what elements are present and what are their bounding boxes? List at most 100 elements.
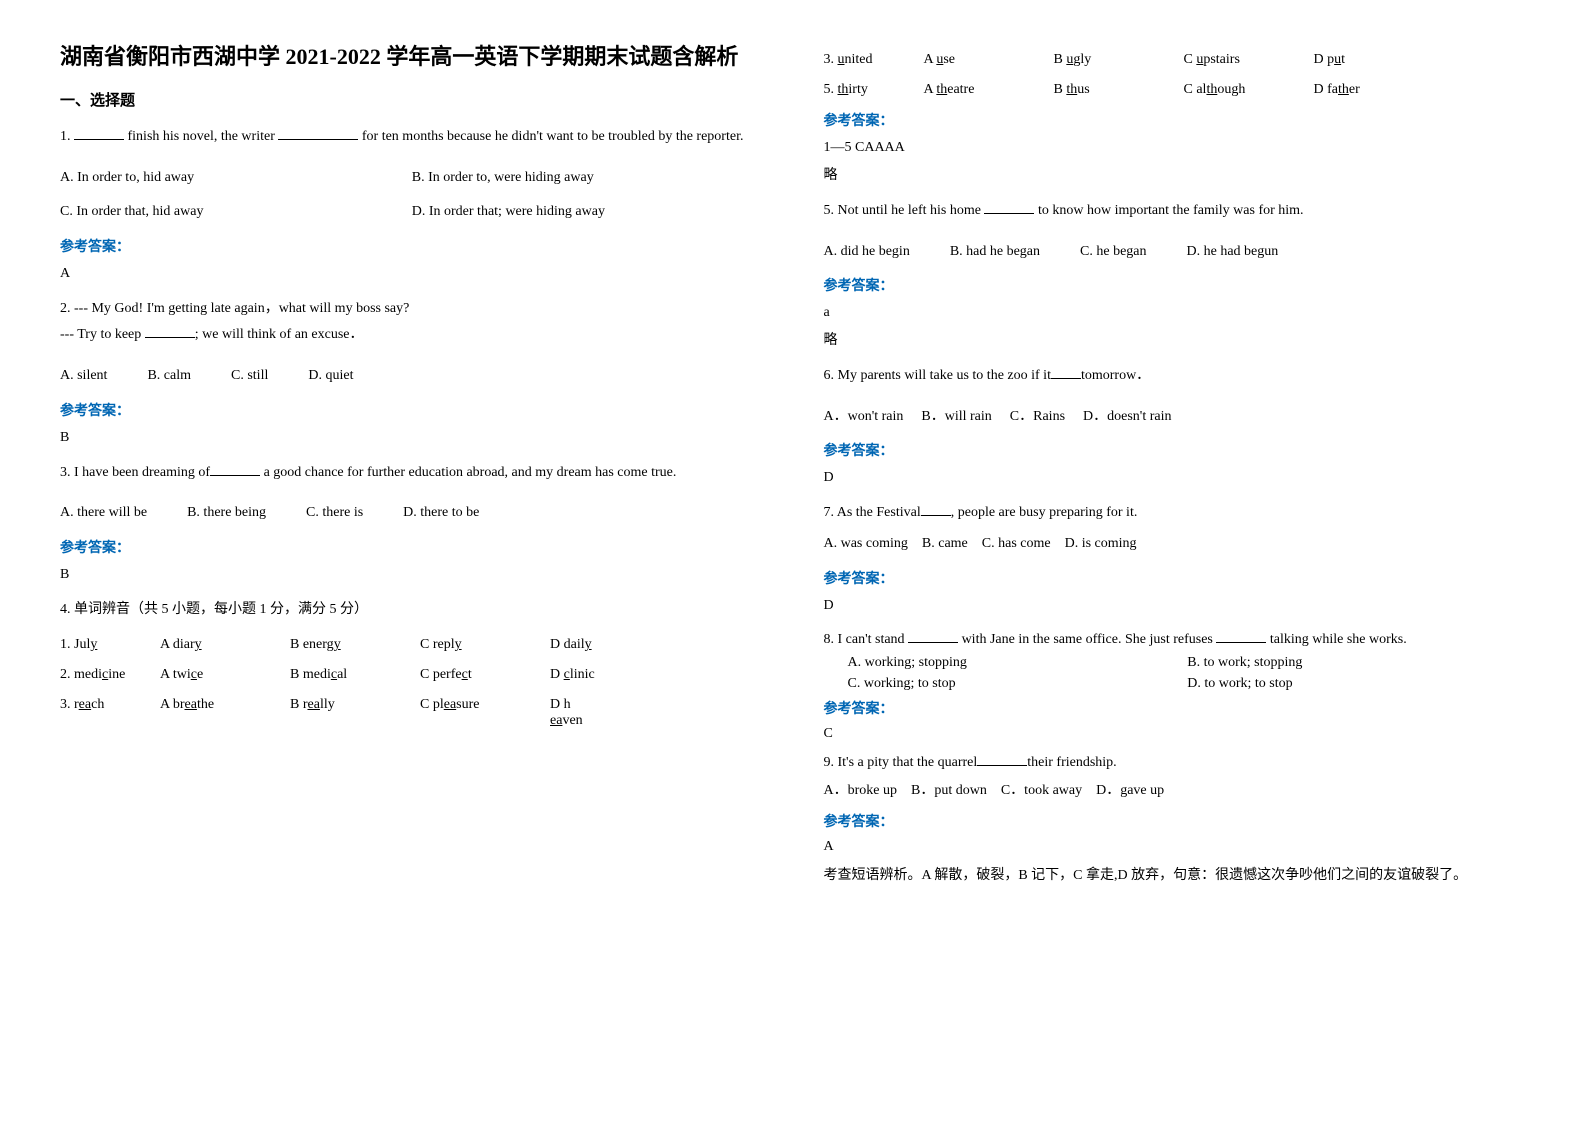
right-column: 3. united A use B ugly C upstairs D put … bbox=[824, 40, 1528, 897]
answer-label: 参考答案： bbox=[824, 811, 1528, 831]
answer-label: 参考答案： bbox=[824, 275, 1528, 295]
answer-label: 参考答案： bbox=[60, 400, 764, 420]
t: D bbox=[550, 667, 564, 682]
q1-stem-c: for ten months because he didn't want to… bbox=[358, 129, 743, 144]
q7-stem-a: 7. As the Festival bbox=[824, 505, 921, 520]
q8-stem-c: talking while she works. bbox=[1266, 632, 1406, 647]
t: ven bbox=[562, 713, 582, 728]
q3-opt-a: A. there will be bbox=[60, 500, 147, 527]
q2-opt-d: D. quiet bbox=[308, 363, 353, 390]
left-column: 湖南省衡阳市西湖中学 2021-2022 学年高一英语下学期期末试题含解析 一、… bbox=[60, 40, 764, 897]
blank bbox=[908, 628, 958, 643]
q9-explanation: 考查短语辨析。A 解散，破裂，B 记下，C 拿走,D 放弃，句意：很遗憾这次争吵… bbox=[824, 863, 1528, 890]
t: B bbox=[1054, 82, 1067, 97]
t: lly bbox=[320, 697, 335, 712]
answer-label: 参考答案： bbox=[824, 110, 1528, 130]
phonetics-table-right: 3. united A use B ugly C upstairs D put … bbox=[824, 52, 1528, 98]
answer-label: 参考答案： bbox=[824, 440, 1528, 460]
q3-stem-a: 3. I have been dreaming of bbox=[60, 465, 210, 480]
ph-cell: D heaven bbox=[550, 697, 650, 729]
blank bbox=[977, 751, 1027, 766]
u: ea bbox=[185, 697, 197, 712]
q6-answer: D bbox=[824, 470, 1528, 486]
t: A diar bbox=[160, 637, 195, 652]
q2-line2-a: --- Try to keep bbox=[60, 327, 145, 342]
u: ea bbox=[550, 713, 562, 728]
q7-opt-c: C. has come bbox=[982, 531, 1051, 558]
u: th bbox=[936, 82, 947, 97]
t: A bbox=[924, 82, 937, 97]
ph-row: 3. united bbox=[824, 52, 924, 68]
q5-answer: a bbox=[824, 305, 1528, 321]
t: 3. bbox=[824, 52, 838, 67]
q9-options: A．broke up B．put down C．took away D．gave… bbox=[824, 778, 1528, 805]
t: sure bbox=[456, 697, 479, 712]
t: 1. Jul bbox=[60, 637, 90, 652]
ph-cell: B medical bbox=[290, 667, 420, 683]
q8-answer: C bbox=[824, 726, 1528, 742]
q1-answer: A bbox=[60, 266, 764, 282]
ph-cell: A twice bbox=[160, 667, 290, 683]
q2-line2-b: ; we will think of an excuse． bbox=[195, 327, 364, 342]
answer-label: 参考答案： bbox=[824, 698, 1528, 718]
q4-note: 略 bbox=[824, 164, 1528, 184]
question-3: 3. I have been dreaming of a good chance… bbox=[60, 460, 764, 487]
t: A br bbox=[160, 697, 185, 712]
q2-line1: 2. --- My God! I'm getting late again，wh… bbox=[60, 296, 764, 323]
q3-opt-b: B. there being bbox=[187, 500, 266, 527]
t: 3. r bbox=[60, 697, 79, 712]
ph-cell: C perfect bbox=[420, 667, 550, 683]
ph-cell: D clinic bbox=[550, 667, 650, 683]
q2-opt-c: C. still bbox=[231, 363, 268, 390]
u: ea bbox=[308, 697, 320, 712]
t: A twi bbox=[160, 667, 191, 682]
q2-opt-b: B. calm bbox=[147, 363, 191, 390]
t: er bbox=[1349, 82, 1360, 97]
q9-stem-a: 9. It's a pity that the quarrel bbox=[824, 755, 978, 770]
q9-stem-b: their friendship. bbox=[1027, 755, 1116, 770]
q3-options: A. there will be B. there being C. there… bbox=[60, 500, 764, 527]
t: the bbox=[197, 697, 214, 712]
q9-opt-d: D．gave up bbox=[1096, 778, 1164, 805]
blank bbox=[74, 125, 124, 140]
t: linic bbox=[570, 667, 595, 682]
u: th bbox=[1206, 82, 1217, 97]
q5-opt-a: A. did he begin bbox=[824, 239, 910, 266]
phonetics-table-left: 1. July A diary B energy C reply D daily… bbox=[60, 637, 764, 729]
q2-answer: B bbox=[60, 430, 764, 446]
q8-opt-c: C. working; to stop bbox=[848, 673, 1188, 694]
q8-stem-a: 8. I can't stand bbox=[824, 632, 909, 647]
question-8: 8. I can't stand with Jane in the same o… bbox=[824, 628, 1528, 650]
q1-opt-c: C. In order that, hid away bbox=[60, 199, 412, 226]
ph-row: 2. medicine bbox=[60, 667, 160, 683]
t: ine bbox=[108, 667, 125, 682]
t: B bbox=[1054, 52, 1067, 67]
q1-opt-d: D. In order that; were hiding away bbox=[412, 199, 764, 226]
q4-answer: 1—5 CAAAA bbox=[824, 140, 1528, 156]
section-1-heading: 一、选择题 bbox=[60, 89, 764, 110]
blank bbox=[278, 125, 358, 140]
ph-cell: A use bbox=[924, 52, 1054, 68]
question-9: 9. It's a pity that the quarrel their fri… bbox=[824, 750, 1528, 777]
t: C perfe bbox=[420, 667, 462, 682]
ph-cell: A breathe bbox=[160, 697, 290, 729]
ph-cell: B ugly bbox=[1054, 52, 1184, 68]
u: ea bbox=[444, 697, 456, 712]
q2-opt-a: A. silent bbox=[60, 363, 107, 390]
q3-opt-d: D. there to be bbox=[403, 500, 479, 527]
q6-opt-a: A．won't rain bbox=[824, 404, 904, 431]
question-5: 5. Not until he left his home to know ho… bbox=[824, 198, 1528, 225]
q6-opt-c: C．Rains bbox=[1010, 404, 1065, 431]
t: C al bbox=[1184, 82, 1207, 97]
q5-options: A. did he begin B. had he began C. he be… bbox=[824, 239, 1528, 266]
t: D p bbox=[1314, 52, 1335, 67]
q6-options: A．won't rain B．will rain C．Rains D．doesn… bbox=[824, 404, 1528, 431]
q1-opt-a: A. In order to, hid away bbox=[60, 165, 412, 192]
t: us bbox=[1077, 82, 1089, 97]
question-2: 2. --- My God! I'm getting late again，wh… bbox=[60, 296, 764, 349]
q1-options-2: C. In order that, hid away D. In order t… bbox=[60, 199, 764, 226]
ph-cell: C pleasure bbox=[420, 697, 550, 729]
q8-opt-d: D. to work; to stop bbox=[1187, 673, 1527, 694]
ph-cell: D put bbox=[1314, 52, 1414, 68]
answer-label: 参考答案： bbox=[824, 568, 1528, 588]
